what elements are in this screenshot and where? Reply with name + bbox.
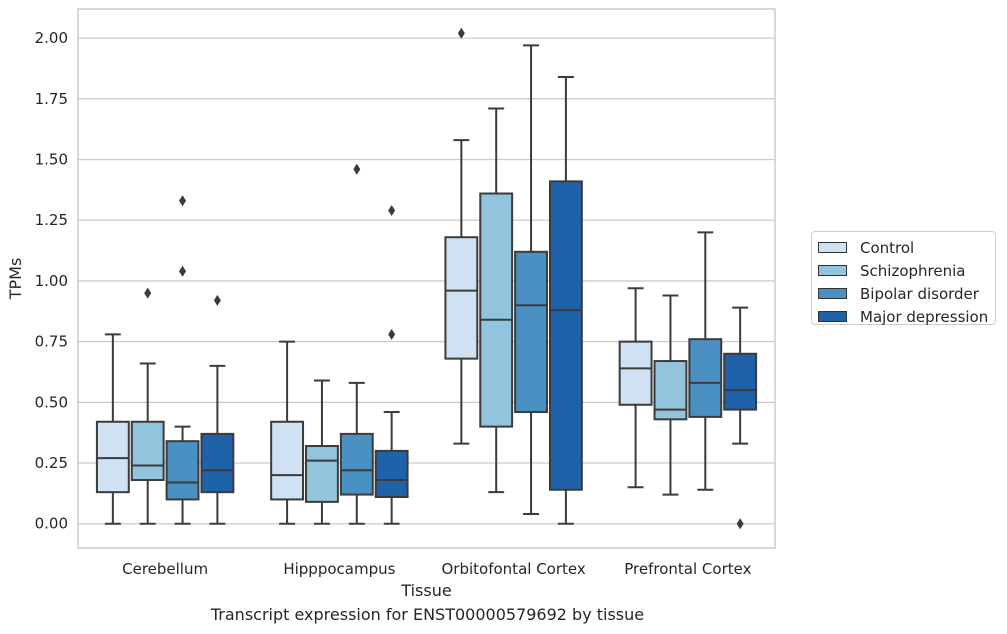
box-body [374,449,409,499]
legend-label: Control [860,238,915,257]
box-control [618,287,653,489]
y-tick-label: 1.75 [35,90,68,108]
legend-swatch [818,242,847,253]
outlier-point [388,328,396,340]
box-body [444,236,479,360]
outlier-point [388,205,396,217]
box-body [618,340,653,406]
box-major-depression [374,205,409,525]
box-major-depression [548,75,583,525]
box-major-depression [200,294,235,525]
box-bipolar-disorder [165,195,200,525]
legend: Control Schizophrenia Bipolar disorder Majo… [811,231,996,328]
x-tick-label: Prefrontal Cortex [624,560,751,578]
outlier-point [457,27,465,39]
y-axis-label: TPMs [6,258,25,301]
box-schizophrenia [653,294,688,496]
legend-label: Bipolar disorder [860,284,979,303]
y-tick-label: 1.50 [35,151,68,169]
y-tick-label: 0.50 [35,393,68,411]
legend-swatch [818,288,847,299]
outlier-point [353,163,361,175]
box-body [688,338,723,418]
box-body [479,192,514,428]
legend-swatch [818,265,847,276]
legend-label: Schizophrenia [860,261,966,280]
y-tick-label: 2.00 [35,29,68,47]
box-control [444,27,479,445]
plot-frame [77,8,776,549]
box-control [95,333,130,525]
y-tick-labels: 0.00 0.25 0.50 0.75 1.00 1.25 1.50 1.75 2.00 [35,29,68,533]
box-body [339,432,374,496]
y-tick-label: 0.75 [35,333,68,351]
box-bipolar-disorder [339,163,374,525]
legend-item: Major depression [818,305,995,328]
y-tick-label: 0.00 [35,515,68,533]
x-tick-labels: Cerebellum Hipppocampus Orbitofontal Corte… [122,560,751,578]
y-tick-label: 1.25 [35,211,68,229]
box-body [270,420,305,501]
legend-item: Bipolar disorder [818,282,995,305]
box-groups [95,27,758,530]
x-tick-label: Hipppocampus [283,560,395,578]
box-bipolar-disorder [688,231,723,491]
box-schizophrenia [305,379,339,525]
box-body [305,445,339,503]
box-body [200,432,235,494]
box-body [548,180,583,491]
box-body [95,420,130,494]
y-tick-label: 1.00 [35,272,68,290]
box-body [130,420,165,482]
box-body [514,250,548,414]
legend-label: Major depression [860,307,989,326]
outlier-point [144,287,152,299]
box-control [270,340,305,525]
box-body [723,352,758,411]
legend-swatch [818,311,847,322]
legend-item: Schizophrenia [818,259,995,282]
outlier-point [179,265,187,277]
box-schizophrenia [130,287,165,525]
box-schizophrenia [479,107,514,494]
box-major-depression [723,306,758,530]
chart-caption: Transcript expression for ENST0000057969… [210,605,645,624]
outlier-point [213,294,221,306]
y-tick-label: 0.25 [35,454,68,472]
legend-item: Control [818,236,995,259]
outlier-point [179,195,187,207]
x-axis-label: Tissue [400,581,451,600]
x-tick-label: Orbitofontal Cortex [442,560,586,578]
box-bipolar-disorder [514,44,548,516]
outlier-point [736,518,744,530]
box-body [165,440,200,501]
x-tick-label: Cerebellum [122,560,208,578]
